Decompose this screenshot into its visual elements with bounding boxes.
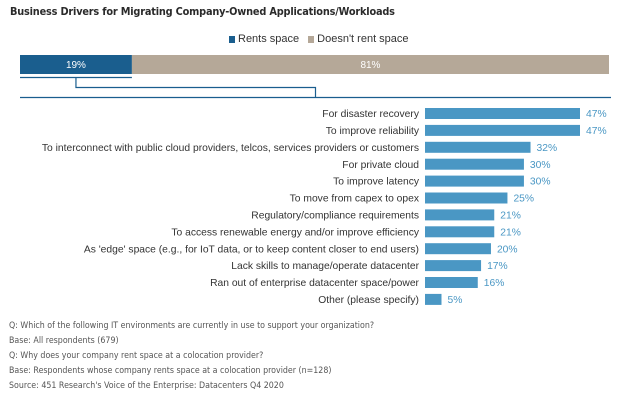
category-label: To improve reliability (326, 126, 420, 137)
value-label: 30% (530, 160, 551, 171)
chart-title: Business Drivers for Migrating Company-O… (10, 6, 395, 18)
footer-question-1: Q: Which of the following IT environment… (9, 321, 375, 331)
category-label: Lack skills to manage/operate datacenter (231, 261, 419, 272)
stacked-segment-doesnt-rent-space (131, 55, 609, 74)
category-label: Other (please specify) (318, 295, 419, 306)
bar (425, 277, 478, 288)
footer-question-2: Q: Why does your company rent space at a… (9, 351, 264, 361)
legend-swatch-doesnt-rent-space (308, 35, 315, 43)
value-label: 5% (447, 295, 462, 306)
category-label: Regulatory/compliance requirements (251, 211, 419, 222)
category-label: Ran out of enterprise datacenter space/p… (210, 278, 419, 289)
value-label: 21% (500, 211, 521, 222)
bar (425, 108, 580, 119)
connector-bracket (75, 77, 317, 97)
category-label: As 'edge' space (e.g., for IoT data, or … (84, 244, 419, 255)
value-label: 32% (537, 143, 558, 154)
bar (425, 175, 524, 187)
footer-source: Source: 451 Research's Voice of the Ente… (9, 381, 284, 391)
value-label: 47% (586, 109, 607, 120)
bar (425, 260, 482, 272)
stacked-segment-label: 81% (360, 60, 380, 71)
legend-label-doesnt-rent-space: Doesn't rent space (317, 33, 409, 45)
value-label: 16% (484, 278, 505, 289)
value-label: 17% (487, 261, 508, 272)
footer-base-2: Base: Respondents whose company rents sp… (9, 366, 332, 376)
bar (425, 293, 442, 305)
legend-label-rents-space: Rents space (238, 33, 300, 45)
stacked-segment-rents-space (20, 55, 132, 74)
legend-item-rents-space: Rents space (229, 33, 299, 45)
bar (425, 158, 524, 170)
footer-notes: Q: Which of the following IT environment… (9, 319, 406, 394)
category-label: For disaster recovery (322, 109, 420, 120)
category-label: To move from capex to opex (290, 194, 420, 205)
value-label: 20% (497, 244, 518, 255)
bar (425, 243, 491, 255)
category-label: For private cloud (342, 160, 419, 171)
category-label: To interconnect with public cloud provid… (42, 143, 419, 154)
bar (425, 141, 531, 153)
footer-base-1: Base: All respondents (679) (9, 336, 119, 346)
value-label: 30% (530, 177, 551, 188)
legend: Rents space Doesn't rent space (229, 32, 418, 46)
value-label: 25% (513, 194, 534, 205)
value-label: 47% (586, 126, 607, 137)
bar (425, 226, 495, 238)
bar (425, 192, 508, 204)
legend-item-doesnt-rent-space: Doesn't rent space (308, 33, 409, 45)
legend-swatch-rents-space (229, 35, 235, 43)
bar (425, 209, 495, 221)
value-label: 21% (500, 227, 521, 238)
category-label: To access renewable energy and/or improv… (171, 227, 419, 238)
category-label: To improve latency (333, 177, 420, 188)
stacked-segment-label: 19% (66, 60, 86, 71)
bar (425, 124, 580, 136)
